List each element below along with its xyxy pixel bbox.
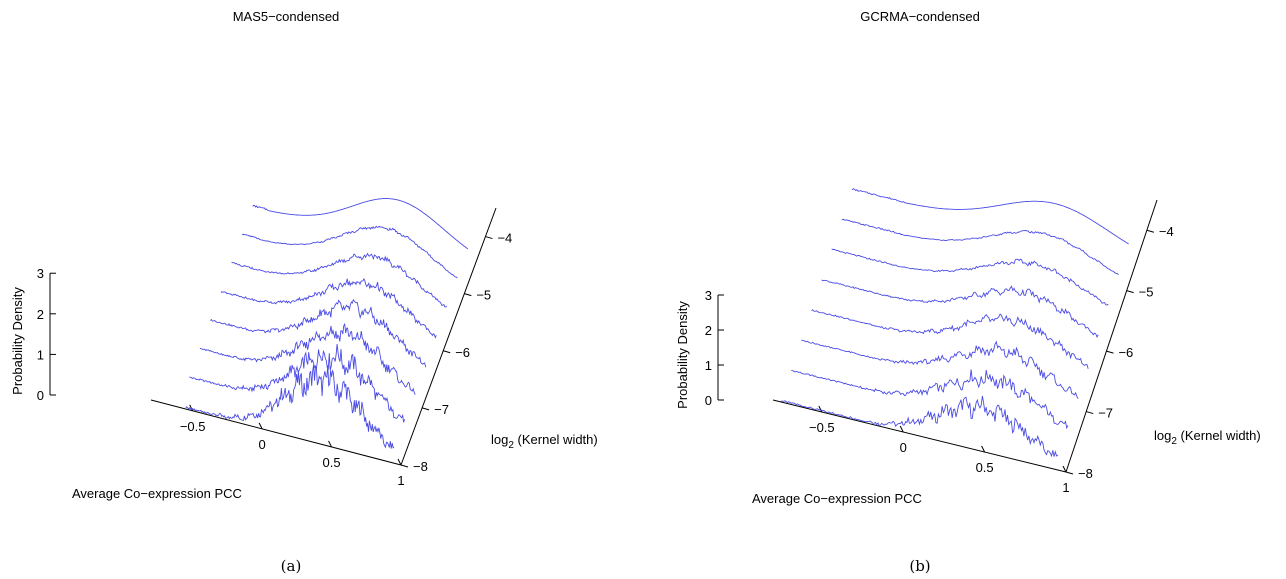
y-tick-label: −5 [1139,285,1154,300]
density-curve-series [821,279,1099,338]
y-axis-label: log2 (Kernel width) [491,432,598,451]
chart-panel-b: GCRMA−condensed −0.5 0 0.5 1 Average Co−expre… [675,9,1261,575]
y-tick-mark [1065,471,1074,475]
y-tick-mark [1126,290,1134,294]
y-tick-mark [1086,411,1094,415]
chart-title: GCRMA−condensed [860,9,980,24]
y-tick-mark [421,407,430,411]
density-curve-series [199,322,416,395]
x-tick-label: 0 [900,440,907,455]
y-tick-mark [400,464,409,468]
density-curve-series [189,344,406,423]
y-tick-label: −8 [413,459,428,474]
x-axis-line [772,399,1067,473]
x-tick-mark [818,405,823,413]
panel-caption: (a) [281,557,302,575]
y-tick-label: −4 [1159,224,1174,239]
x-tick-label: 0 [258,437,265,452]
z-tick-label: 1 [37,347,44,362]
density-curve-series [210,298,427,368]
y-tick-label: −6 [1118,345,1133,360]
density-curve-series [801,339,1079,399]
density-curve-series [791,369,1069,430]
z-tick-label: 0 [705,393,712,408]
y-tick-label: −7 [1098,406,1113,421]
y-tick-mark [443,350,451,354]
z-tick-label: 1 [705,358,712,373]
y-axis-line [1065,199,1158,473]
density-curve-series [241,225,458,279]
density-curve-series [185,364,395,449]
chart-title: MAS5−condensed [233,9,340,24]
z-axis-label: Probability Density [675,301,690,409]
x-axis-label: Average Co−expression PCC [752,491,922,506]
density-curve-series [252,198,469,250]
x-tick-mark [328,440,333,448]
x-tick-label: 1 [1062,480,1069,495]
y-tick-label: −5 [476,288,491,303]
y-tick-mark [485,236,493,240]
y-axis-label: log2 (Kernel width) [1154,428,1261,447]
z-tick-label: 0 [37,388,44,403]
y-tick-label: −6 [455,345,470,360]
x-tick-mark [258,422,263,430]
density-curve-series [811,309,1089,369]
z-tick-label: 3 [705,288,712,303]
z-tick-label: 2 [705,323,712,338]
x-tick-mark [1062,465,1067,473]
y-tick-label: −8 [1078,466,1093,481]
x-tick-label: 1 [397,473,404,488]
density-curve-series [781,395,1059,458]
x-tick-mark [397,458,402,466]
x-tick-label: 0.5 [323,455,341,470]
panel-caption: (b) [909,557,930,575]
x-tick-mark [981,445,986,453]
y-tick-label: −7 [434,402,449,417]
x-tick-label: 0.5 [976,460,994,475]
y-tick-mark [1106,350,1114,354]
density-curve-series [851,188,1129,245]
z-tick-label: 2 [37,307,44,322]
z-tick-label: 3 [37,266,44,281]
y-tick-mark [464,293,472,297]
chart-panel-a: MAS5−condensed −0.5 0 0.5 1 Average Co−expres… [10,9,598,575]
y-axis-line [400,207,497,466]
z-axis-label: Probability Density [10,287,25,395]
y-tick-mark [1146,229,1155,233]
x-tick-label: −0.5 [180,419,206,434]
x-axis-label: Average Co−expression PCC [72,486,242,501]
density-curve-series [841,218,1119,276]
density-curve-series [831,248,1109,306]
density-curve-series [231,252,448,308]
density-curve-series [220,277,437,339]
x-tick-label: −0.5 [809,420,835,435]
x-tick-mark [899,425,904,433]
y-tick-label: −4 [497,231,512,246]
